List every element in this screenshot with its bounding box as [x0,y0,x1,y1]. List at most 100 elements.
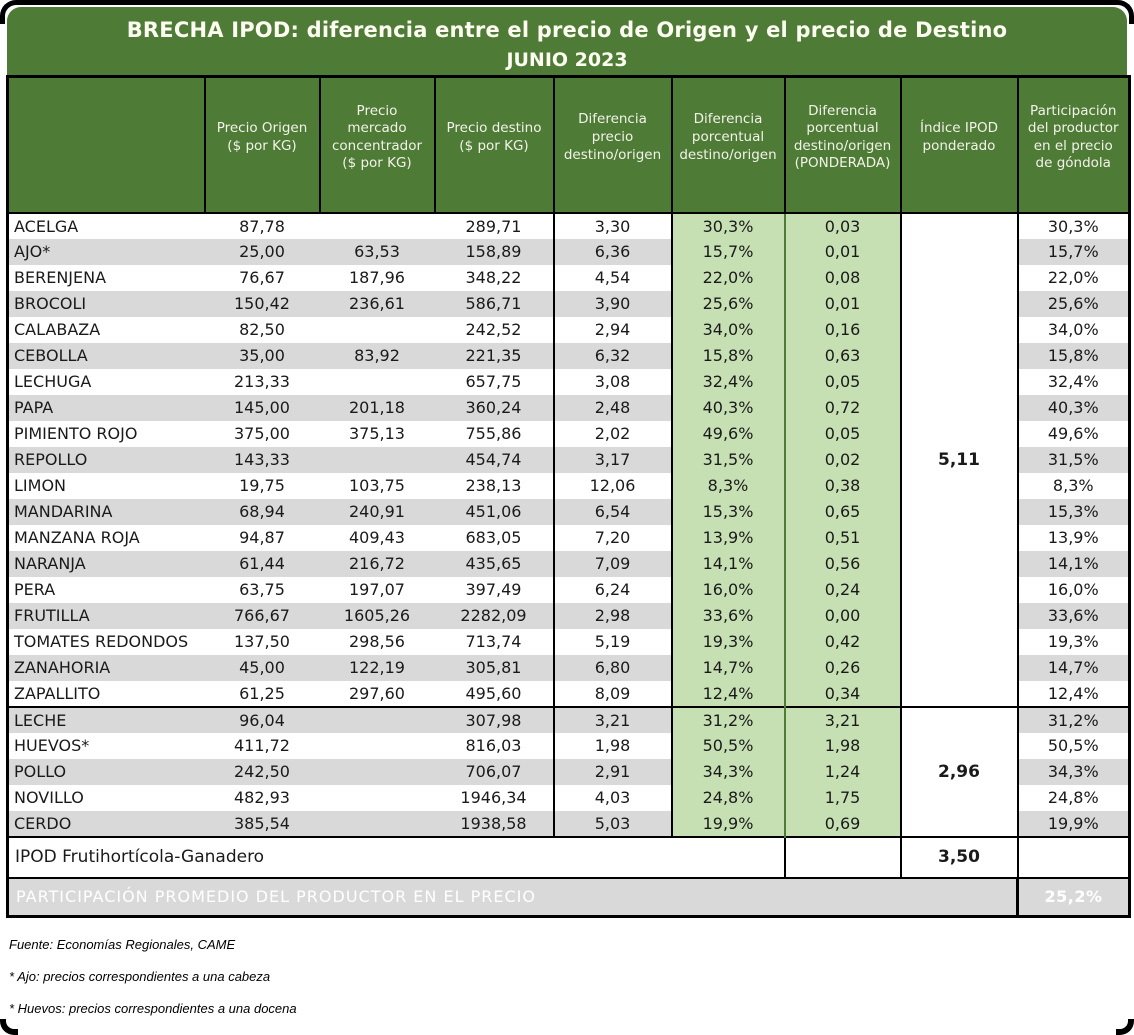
table-row: LIMON 19,75 103,75 238,13 12,06 8,3% 0,38 8,3% [7,472,1130,499]
dif-porcentual-cell: 25,6% [670,290,785,317]
header-dif-precio: Diferencia precio destino/origen [552,76,672,214]
precio-mercado-cell: 83,92 [319,342,435,369]
product-name-cell: PERA [7,576,205,603]
dif-ponderada-cell: 1,24 [783,758,901,785]
dif-porcentual-cell: 31,5% [670,446,785,473]
header-dif-porcentual: Diferencia porcentual destino/origen [670,76,785,214]
precio-origen-cell: 242,50 [204,758,320,785]
precio-destino-cell: 158,89 [434,238,554,265]
table-row: MANDARINA 68,94 240,91 451,06 6,54 15,3% 0,65 1… [7,498,1130,525]
precio-destino-cell: 435,65 [434,550,554,577]
dif-ponderada-cell: 0,56 [783,550,901,577]
table-body: ACELGA 87,78 289,71 3,30 30,3% 0,03 5,11 30,3% A… [7,212,1130,837]
dif-ponderada-cell: 0,72 [783,394,901,421]
dif-ponderada-cell: 0,05 [783,420,901,447]
footnote-source: Fuente: Economías Regionales, CAME [9,937,236,952]
product-name-cell: FRUTILLA [7,602,205,629]
dif-precio-cell: 6,36 [552,238,672,265]
header-participacion: Participación del productor en el precio… [1016,76,1130,214]
dif-precio-cell: 2,48 [552,394,672,421]
product-name-cell: NARANJA [7,550,205,577]
participacion-cell: 14,1% [1016,550,1130,577]
precio-destino-cell: 451,06 [434,498,554,525]
table-row: FRUTILLA 766,67 1605,26 2282,09 2,98 33,6% 0,0… [7,602,1130,629]
precio-mercado-cell: 236,61 [319,290,435,317]
product-name-cell: LECHE [7,705,205,733]
dif-ponderada-cell: 0,38 [783,472,901,499]
product-name-cell: TOMATES REDONDOS [7,628,205,655]
precio-origen-cell: 25,00 [204,238,320,265]
dif-precio-cell: 2,94 [552,316,672,343]
precio-mercado-cell: 240,91 [319,498,435,525]
product-name-cell: CEBOLLA [7,342,205,369]
dif-ponderada-cell: 0,08 [783,264,901,291]
dif-porcentual-cell: 14,1% [670,550,785,577]
precio-destino-cell: 1938,58 [434,810,554,837]
footnote-ajo: * Ajo: precios correspondientes a una ca… [9,969,271,984]
precio-destino-cell: 816,03 [434,732,554,759]
product-name-cell: ACELGA [7,212,205,239]
table-row: PAPA 145,00 201,18 360,24 2,48 40,3% 0,72 40,3% [7,394,1130,421]
product-name-cell: MANDARINA [7,498,205,525]
participacion-cell: 40,3% [1016,394,1130,421]
dif-porcentual-cell: 22,0% [670,264,785,291]
participacion-cell: 24,8% [1016,784,1130,811]
dif-porcentual-cell: 40,3% [670,394,785,421]
dif-ponderada-cell: 1,98 [783,732,901,759]
table-row: AJO* 25,00 63,53 158,89 6,36 15,7% 0,01 15,7% [7,238,1130,265]
dif-ponderada-cell: 0,51 [783,524,901,551]
product-name-cell: PAPA [7,394,205,421]
dif-porcentual-cell: 8,3% [670,472,785,499]
dif-ponderada-cell: 0,01 [783,238,901,265]
ipod-total-label: IPOD Frutihortícola-Ganadero [7,835,785,879]
table-row: ZANAHORIA 45,00 122,19 305,81 6,80 14,7% 0,26 1… [7,654,1130,681]
precio-destino-cell: 755,86 [434,420,554,447]
dif-precio-cell: 4,54 [552,264,672,291]
precio-origen-cell: 61,44 [204,550,320,577]
ipod-total-spacer-right [1016,835,1130,879]
precio-mercado-cell [319,446,435,473]
dif-precio-cell: 5,19 [552,628,672,655]
dif-porcentual-cell: 15,3% [670,498,785,525]
participacion-cell: 22,0% [1016,264,1130,291]
precio-mercado-cell: 63,53 [319,238,435,265]
header-indice-ipod: Índice IPOD ponderado [899,76,1018,214]
precio-origen-cell: 766,67 [204,602,320,629]
precio-origen-cell: 35,00 [204,342,320,369]
dif-precio-cell: 6,54 [552,498,672,525]
dif-ponderada-cell: 1,75 [783,784,901,811]
product-name-cell: MANZANA ROJA [7,524,205,551]
dif-porcentual-cell: 34,3% [670,758,785,785]
participacion-cell: 25,6% [1016,290,1130,317]
dif-ponderada-cell: 0,03 [783,212,901,239]
dif-precio-cell: 3,90 [552,290,672,317]
dif-ponderada-cell: 0,00 [783,602,901,629]
precio-origen-cell: 375,00 [204,420,320,447]
precio-destino-cell: 242,52 [434,316,554,343]
precio-mercado-cell [319,316,435,343]
product-name-cell: BROCOLI [7,290,205,317]
indice-ipod-frutihorticola-cell: 5,11 [899,212,1019,707]
precio-destino-cell: 289,71 [434,212,554,239]
dif-precio-cell: 4,03 [552,784,672,811]
dif-porcentual-cell: 19,3% [670,628,785,655]
precio-mercado-cell: 297,60 [319,680,435,707]
header-precio-destino: Precio destino ($ por KG) [433,76,554,214]
indice-ipod-ganadero-cell: 2,96 [899,705,1019,837]
participacion-band-row: PARTICIPACIÓN PROMEDIO DEL PRODUCTOR EN … [7,877,1130,917]
table-row: ZAPALLITO 61,25 297,60 495,60 8,09 12,4% 0,34 1… [7,680,1130,707]
precio-origen-cell: 145,00 [204,394,320,421]
precio-mercado-cell: 197,07 [319,576,435,603]
table-header: Precio Origen ($ por KG) Precio mercado … [7,76,1130,214]
dif-precio-cell: 3,08 [552,368,672,395]
participacion-band-value: 25,2% [1016,877,1130,917]
precio-origen-cell: 213,33 [204,368,320,395]
participacion-cell: 14,7% [1016,654,1130,681]
dif-precio-cell: 12,06 [552,472,672,499]
participacion-cell: 34,3% [1016,758,1130,785]
precio-origen-cell: 143,33 [204,446,320,473]
dif-precio-cell: 3,17 [552,446,672,473]
dif-porcentual-cell: 32,4% [670,368,785,395]
dif-ponderada-cell: 0,01 [783,290,901,317]
page-title: BRECHA IPOD: diferencia entre el precio … [126,18,1008,42]
